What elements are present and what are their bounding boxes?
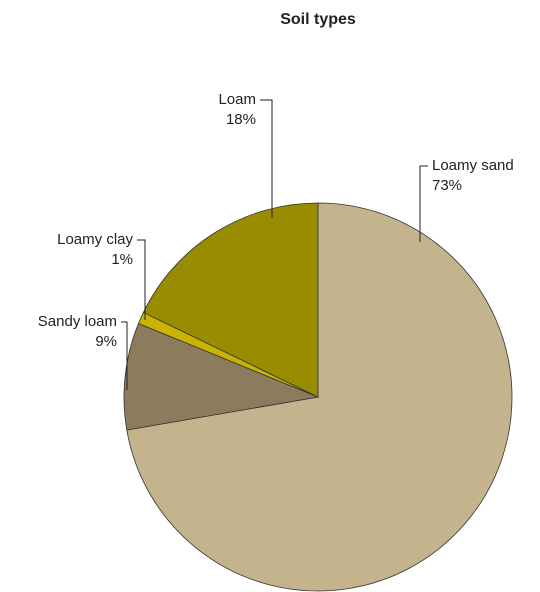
leader-line: [419, 165, 428, 242]
slice-label: Loamy sand: [432, 157, 514, 174]
leader-line: [121, 321, 128, 390]
value-label: 9%: [95, 333, 117, 350]
leader-line: [260, 99, 273, 218]
leader-line: [137, 239, 146, 320]
slice-label: Sandy loam: [38, 313, 117, 330]
pie: [123, 202, 513, 592]
pie-slice: [142, 202, 319, 398]
slice-label: Loam: [218, 91, 256, 108]
chart-title: Soil types: [280, 11, 356, 28]
pie-slice: [123, 322, 320, 431]
pie-slice: [126, 202, 513, 592]
value-label: 73%: [432, 177, 462, 194]
slice-label: Loamy clay: [57, 231, 133, 248]
labels: Loamy sand 73% Sandy loam 9% Loamy clay 1% Loa…: [38, 91, 514, 390]
value-label: 18%: [226, 111, 256, 128]
value-label: 1%: [111, 251, 133, 268]
